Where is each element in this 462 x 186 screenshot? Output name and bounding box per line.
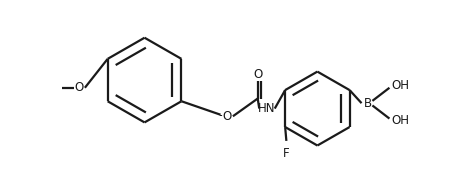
Text: B: B bbox=[364, 97, 372, 110]
Text: OH: OH bbox=[391, 114, 409, 127]
Text: HN: HN bbox=[258, 102, 276, 115]
Text: O: O bbox=[222, 110, 231, 123]
Text: O: O bbox=[75, 81, 84, 94]
Text: OH: OH bbox=[391, 79, 409, 92]
Text: F: F bbox=[283, 147, 290, 160]
Text: O: O bbox=[253, 68, 262, 81]
